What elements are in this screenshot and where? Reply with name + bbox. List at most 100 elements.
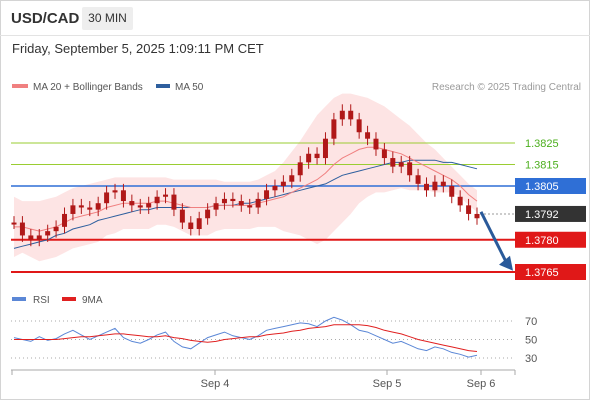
candle-body [171,194,177,210]
candle-body [415,175,421,184]
candle-body [423,183,429,191]
x-tick-label: Sep 6 [467,378,496,390]
candle-body [306,153,312,163]
x-tick-label: Sep 5 [373,378,402,390]
key-level-label: 1.3765 [525,267,559,279]
current-price-box [515,205,586,222]
rsi-ma9-line [14,324,478,352]
candle-body [230,198,236,202]
timeframe-button[interactable]: 30 MIN [82,7,133,30]
candle-body [356,119,362,133]
candle-body [188,222,194,229]
candle-body [87,207,93,210]
candle-body [137,205,143,208]
ma9-legend-swatch [62,297,76,301]
candle-body [314,153,320,159]
key-level-box [515,178,586,194]
candle-body [179,209,185,223]
price-levels [11,142,515,273]
candle-body [221,198,227,204]
rsi-tick-label: 30 [525,353,537,365]
candle-body [154,196,160,204]
key-level-label: 1.3780 [525,235,559,247]
ma20-legend-label: MA 20 + Bollinger Bands [33,82,143,93]
credit-text: Research © 2025 Trading Central [432,82,581,93]
key-level-box [515,231,586,248]
ma20-line [14,146,478,232]
candle-body [474,213,480,219]
candle-body [19,222,25,236]
rsi-tick-label: 50 [525,335,537,347]
rsi-tick-label: 70 [525,316,537,328]
ma50-legend-label: MA 50 [175,82,204,93]
candle-body [390,158,396,167]
forecast-arrow-head [499,255,513,271]
candle-body [247,205,253,208]
current-price-label: 1.3792 [525,209,559,221]
candle-body [70,205,76,214]
ma20-legend-swatch [12,84,28,88]
candle-body [297,162,303,176]
candle-body [322,138,328,159]
candle-body [36,235,42,240]
candle-body [146,203,152,208]
candle-body [45,231,51,236]
candle-body [373,138,379,150]
candle-body [398,162,404,167]
candle-body [348,110,354,120]
key-level-label: 1.3805 [525,181,559,193]
candle-body [280,181,286,186]
ma9-legend-label: 9MA [82,295,103,306]
candlesticks [11,104,480,247]
rsi-legend-label: RSI [33,295,50,306]
rsi-gridlines: 70 50 30 [11,316,537,365]
candle-body [53,226,59,232]
candle-body [213,203,219,210]
candle-body [238,201,244,206]
forecast-arrow-shaft [479,211,508,263]
candle-body [365,132,371,139]
price-level-labels: 1.3825 1.3815 1.3805 1.3792 1.3780 1.3765 [515,138,586,280]
candle-body [432,181,438,191]
main-legend: MA 20 + Bollinger Bands MA 50 Research ©… [12,82,581,93]
key-level-box [515,264,586,280]
candle-body [407,162,413,176]
candle-body [440,181,446,186]
rsi-line [13,316,478,358]
candle-body [331,119,337,139]
ma50-legend-swatch [156,84,170,88]
candle-body [457,196,463,206]
candle-body [205,209,211,219]
candle-body [196,218,202,229]
candle-body [289,175,295,182]
candle-body [28,235,34,240]
x-axis: Sep 4 Sep 5 Sep 6 [11,369,516,390]
x-tick-label: Sep 4 [201,378,230,390]
rsi-legend-swatch [12,297,26,301]
candle-body [95,203,101,210]
datetime-label: Friday, September 5, 2025 1:09:11 PM CET [12,41,264,56]
candle-body [112,190,118,193]
candle-body [129,201,135,206]
candle-body [104,192,110,204]
candle-body [11,222,17,225]
candle-body [272,186,278,191]
candle-body [163,194,169,197]
candle-body [466,205,472,214]
candle-body [449,186,455,197]
bollinger-bands [14,93,477,262]
candle-body [78,205,84,208]
forecast-arrow [479,211,513,271]
resistance-label: 1.3815 [525,160,559,172]
rsi-legend: RSI 9MA [12,295,103,306]
candle-body [255,198,261,208]
candle-body [381,149,387,159]
rsi-series [13,316,478,358]
symbol-title: USD/CAD [11,10,80,27]
bollinger-band-fill [14,93,477,262]
resistance-label: 1.3825 [525,138,559,150]
candle-body [264,190,270,199]
candle-body [339,110,345,120]
candle-body [120,190,126,202]
